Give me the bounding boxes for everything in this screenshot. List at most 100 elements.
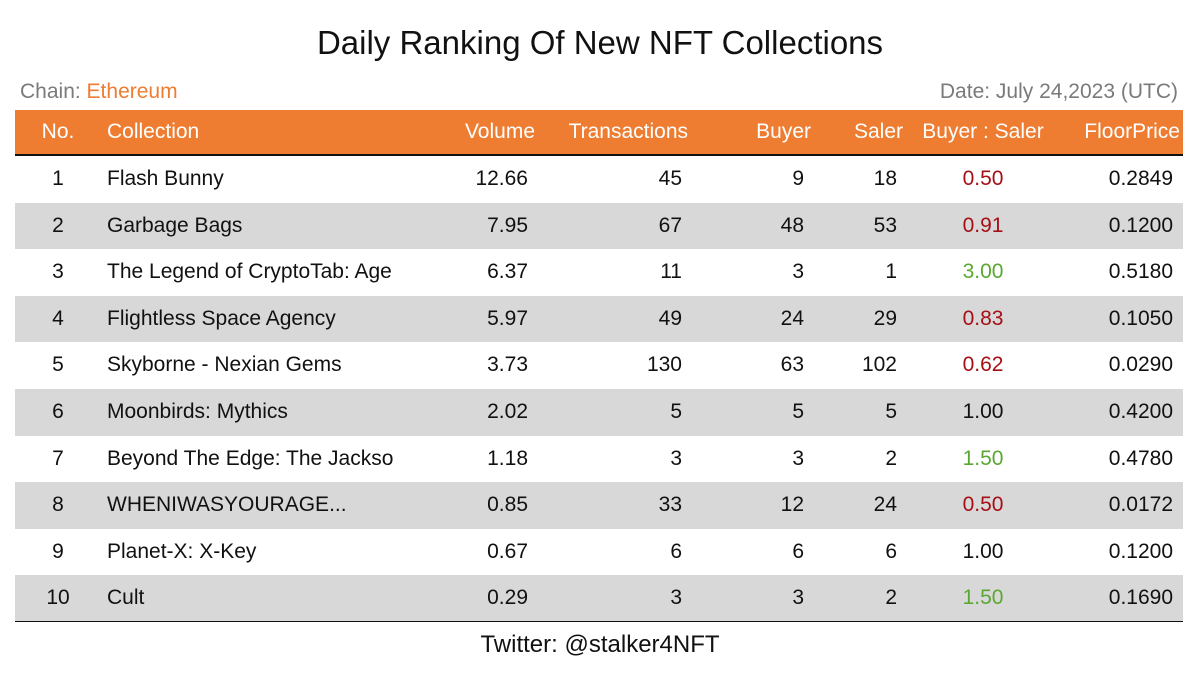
cell-collection: The Legend of CryptoTab: Age: [107, 260, 392, 284]
cell-no: 1: [52, 167, 64, 190]
cell-transactions: 5: [670, 399, 682, 423]
cell-volume: 7.95: [487, 213, 528, 237]
chain-label: Chain:: [20, 80, 87, 103]
table-row: 6 Moonbirds: Mythics 2.02 5 5 5 1.00 0.4200: [15, 388, 1183, 436]
header-transactions: Transactions: [568, 120, 688, 143]
table-row: 9 Planet-X: X-Key 0.67 6 6 6 1.00 0.1200: [15, 529, 1183, 576]
cell-floor-price: 0.1200: [1108, 213, 1173, 237]
date-label: Date: July 24,2023 (UTC): [939, 80, 1178, 103]
table-row: 7 Beyond The Edge: The Jackso 1.18 3 3 2 1.50 0…: [15, 436, 1183, 483]
cell-transactions: 45: [658, 167, 682, 190]
table-row: 3 The Legend of CryptoTab: Age 6.37 11 3 1 3.0…: [15, 249, 1183, 296]
cell-no: 8: [52, 493, 64, 517]
cell-saler: 2: [885, 446, 897, 470]
table-row: 5 Skyborne - Nexian Gems 3.73 130 63 102 0.62 0…: [15, 342, 1183, 389]
cell-saler: 2: [885, 586, 897, 610]
header-floor-price: FloorPrice: [1084, 120, 1180, 143]
cell-collection: Garbage Bags: [107, 213, 243, 237]
cell-buyer: 5: [792, 399, 804, 423]
cell-floor-price: 0.1200: [1108, 539, 1173, 563]
cell-buyer: 48: [780, 213, 804, 237]
cell-saler: 6: [885, 539, 897, 563]
header-buyer-saler-ratio: Buyer : Saler: [922, 120, 1044, 143]
cell-collection: WHENIWASYOURAGE...: [107, 493, 347, 517]
cell-no: 6: [52, 399, 64, 423]
cell-buyer: 6: [792, 539, 804, 563]
cell-volume: 0.85: [487, 493, 528, 517]
header-volume: Volume: [464, 120, 535, 143]
cell-ratio: 0.50: [962, 167, 1004, 190]
cell-no: 2: [52, 213, 64, 237]
table-row: 8 WHENIWASYOURAGE... 0.85 33 12 24 0.50 0.0172: [15, 482, 1183, 529]
cell-saler: 53: [873, 213, 897, 237]
cell-floor-price: 0.0172: [1108, 493, 1173, 517]
cell-ratio: 0.91: [962, 213, 1004, 237]
cell-collection: Skyborne - Nexian Gems: [107, 353, 342, 377]
cell-floor-price: 0.0290: [1108, 353, 1173, 377]
cell-volume: 12.66: [475, 167, 528, 190]
table-header: No. Collection Volume Transactions Buyer…: [15, 110, 1183, 156]
cell-buyer: 3: [792, 586, 804, 610]
cell-volume: 2.02: [487, 399, 528, 423]
cell-collection: Moonbirds: Mythics: [107, 399, 288, 423]
table-row: 2 Garbage Bags 7.95 67 48 53 0.91 0.1200: [15, 202, 1183, 250]
cell-no: 4: [52, 306, 64, 330]
cell-no: 3: [52, 260, 64, 284]
cell-no: 9: [52, 539, 64, 563]
cell-volume: 6.37: [487, 260, 528, 284]
header-saler: Saler: [853, 120, 903, 143]
table-row: 1 Flash Bunny 12.66 45 9 18 0.50 0.2849: [15, 156, 1183, 203]
cell-volume: 5.97: [487, 306, 528, 330]
cell-floor-price: 0.1690: [1108, 586, 1173, 610]
cell-buyer: 9: [792, 167, 804, 190]
cell-saler: 5: [885, 399, 897, 423]
cell-volume: 0.67: [487, 539, 528, 563]
cell-floor-price: 0.4200: [1108, 399, 1173, 423]
cell-ratio: 0.62: [962, 353, 1004, 377]
chain-info: Chain: Ethereum: [20, 80, 178, 104]
cell-collection: Flightless Space Agency: [107, 306, 336, 330]
cell-no: 7: [52, 446, 64, 470]
cell-collection: Cult: [107, 586, 145, 610]
ranking-table: No. Collection Volume Transactions Buyer…: [15, 110, 1183, 622]
cell-transactions: 130: [646, 353, 682, 377]
cell-volume: 1.18: [487, 446, 528, 470]
cell-buyer: 3: [792, 260, 804, 284]
cell-saler: 102: [861, 353, 897, 377]
chart-title: Daily Ranking Of New NFT Collections: [316, 24, 884, 61]
cell-buyer: 12: [780, 493, 804, 517]
header-buyer: Buyer: [756, 120, 811, 143]
cell-collection: Planet-X: X-Key: [107, 539, 257, 563]
cell-floor-price: 0.1050: [1108, 306, 1173, 330]
cell-transactions: 33: [658, 493, 682, 517]
cell-transactions: 67: [658, 213, 682, 237]
cell-collection: Flash Bunny: [107, 167, 224, 190]
cell-transactions: 11: [660, 260, 682, 284]
twitter-credit: Twitter: @stalker4NFT: [480, 631, 720, 658]
cell-ratio: 1.00: [962, 539, 1004, 563]
cell-floor-price: 0.5180: [1108, 260, 1173, 284]
cell-transactions: 6: [670, 539, 682, 563]
cell-saler: 18: [873, 167, 897, 190]
chain-value: Ethereum: [86, 80, 178, 103]
cell-ratio: 1.00: [962, 399, 1004, 423]
cell-ratio: 0.50: [962, 493, 1004, 517]
cell-buyer: 63: [780, 353, 804, 377]
header-no: No.: [41, 120, 75, 143]
cell-volume: 3.73: [487, 353, 528, 377]
cell-no: 10: [46, 586, 70, 610]
cell-saler: 24: [873, 493, 897, 517]
table-row: 4 Flightless Space Agency 5.97 49 24 29 0.83 0.…: [15, 295, 1183, 343]
cell-ratio: 1.50: [962, 446, 1004, 470]
cell-volume: 0.29: [487, 586, 528, 610]
header-collection: Collection: [107, 120, 200, 143]
cell-buyer: 24: [780, 306, 804, 330]
cell-buyer: 3: [792, 446, 804, 470]
cell-ratio: 0.83: [962, 306, 1004, 330]
cell-no: 5: [52, 353, 64, 377]
cell-ratio: 1.50: [962, 586, 1004, 610]
cell-floor-price: 0.4780: [1108, 446, 1173, 470]
table-row: 10 Cult 0.29 3 3 2 1.50 0.1690: [15, 575, 1183, 622]
cell-collection: Beyond The Edge: The Jackso: [107, 446, 394, 470]
cell-saler: 1: [885, 260, 897, 284]
